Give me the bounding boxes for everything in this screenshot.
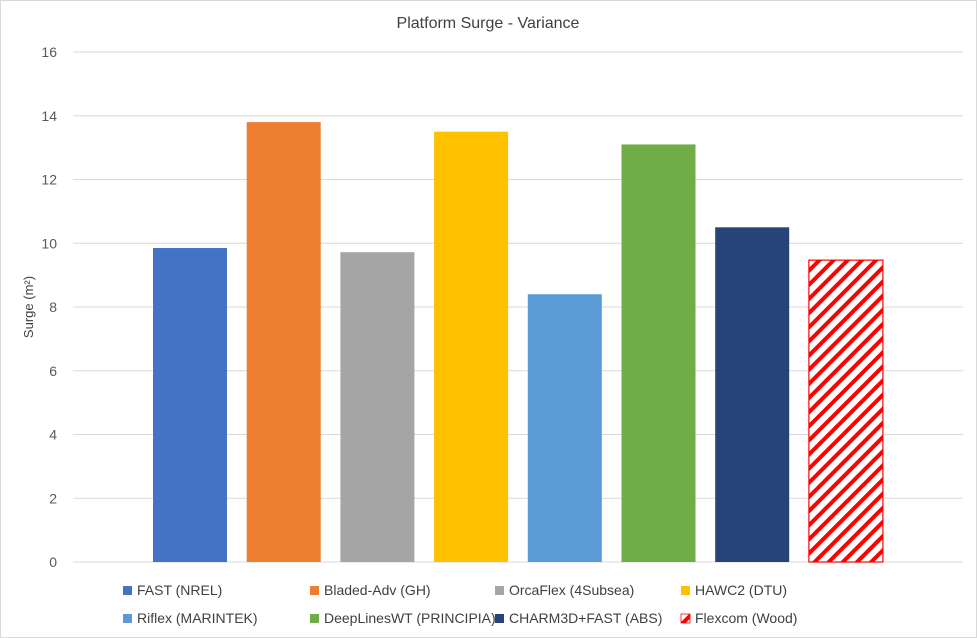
legend-label: OrcaFlex (4Subsea): [509, 582, 634, 598]
y-tick-label: 14: [41, 108, 57, 124]
legend-label: HAWC2 (DTU): [695, 582, 787, 598]
legend-label: FAST (NREL): [137, 582, 222, 598]
bar-4: [434, 131, 509, 562]
bar-8: [808, 259, 884, 563]
bar-6: [621, 144, 696, 562]
legend-label: Bladed-Adv (GH): [324, 582, 431, 598]
y-tick-label: 2: [49, 490, 57, 506]
legend-swatch: [310, 586, 319, 595]
y-tick-label: 6: [49, 363, 57, 379]
bar-2: [246, 122, 321, 562]
legend-swatch: [495, 614, 504, 623]
bar-3: [340, 252, 415, 563]
legend: FAST (NREL) Bladed-Adv (GH) OrcaFlex (4Sub…: [123, 582, 797, 626]
bar-1: [153, 248, 227, 562]
y-tick-label: 16: [41, 44, 57, 60]
bar-7: [715, 227, 790, 562]
legend-label: Flexcom (Wood): [695, 610, 797, 626]
y-tick-label: 12: [41, 172, 57, 188]
legend-swatch: [681, 586, 690, 595]
y-tick-label: 4: [49, 427, 57, 443]
bar-5: [527, 294, 602, 562]
y-tick-label: 10: [41, 235, 57, 251]
legend-label: Riflex (MARINTEK): [137, 610, 258, 626]
legend-swatch: [310, 614, 319, 623]
legend-swatch: [680, 613, 691, 624]
y-tick-label: 0: [49, 554, 57, 570]
y-tick-label: 8: [49, 299, 57, 315]
chart-title: Platform Surge - Variance: [397, 15, 580, 32]
legend-label: CHARM3D+FAST (ABS): [509, 610, 662, 626]
legend-swatch: [123, 586, 132, 595]
legend-swatch: [495, 586, 504, 595]
legend-label: DeepLinesWT (PRINCIPIA): [324, 610, 496, 626]
y-axis-ticks: 0 2 4 6 8 10 12 14 16: [41, 44, 57, 570]
legend-swatch: [123, 614, 132, 623]
y-axis-label: Surge (m²): [21, 276, 36, 338]
bars: [153, 122, 884, 563]
